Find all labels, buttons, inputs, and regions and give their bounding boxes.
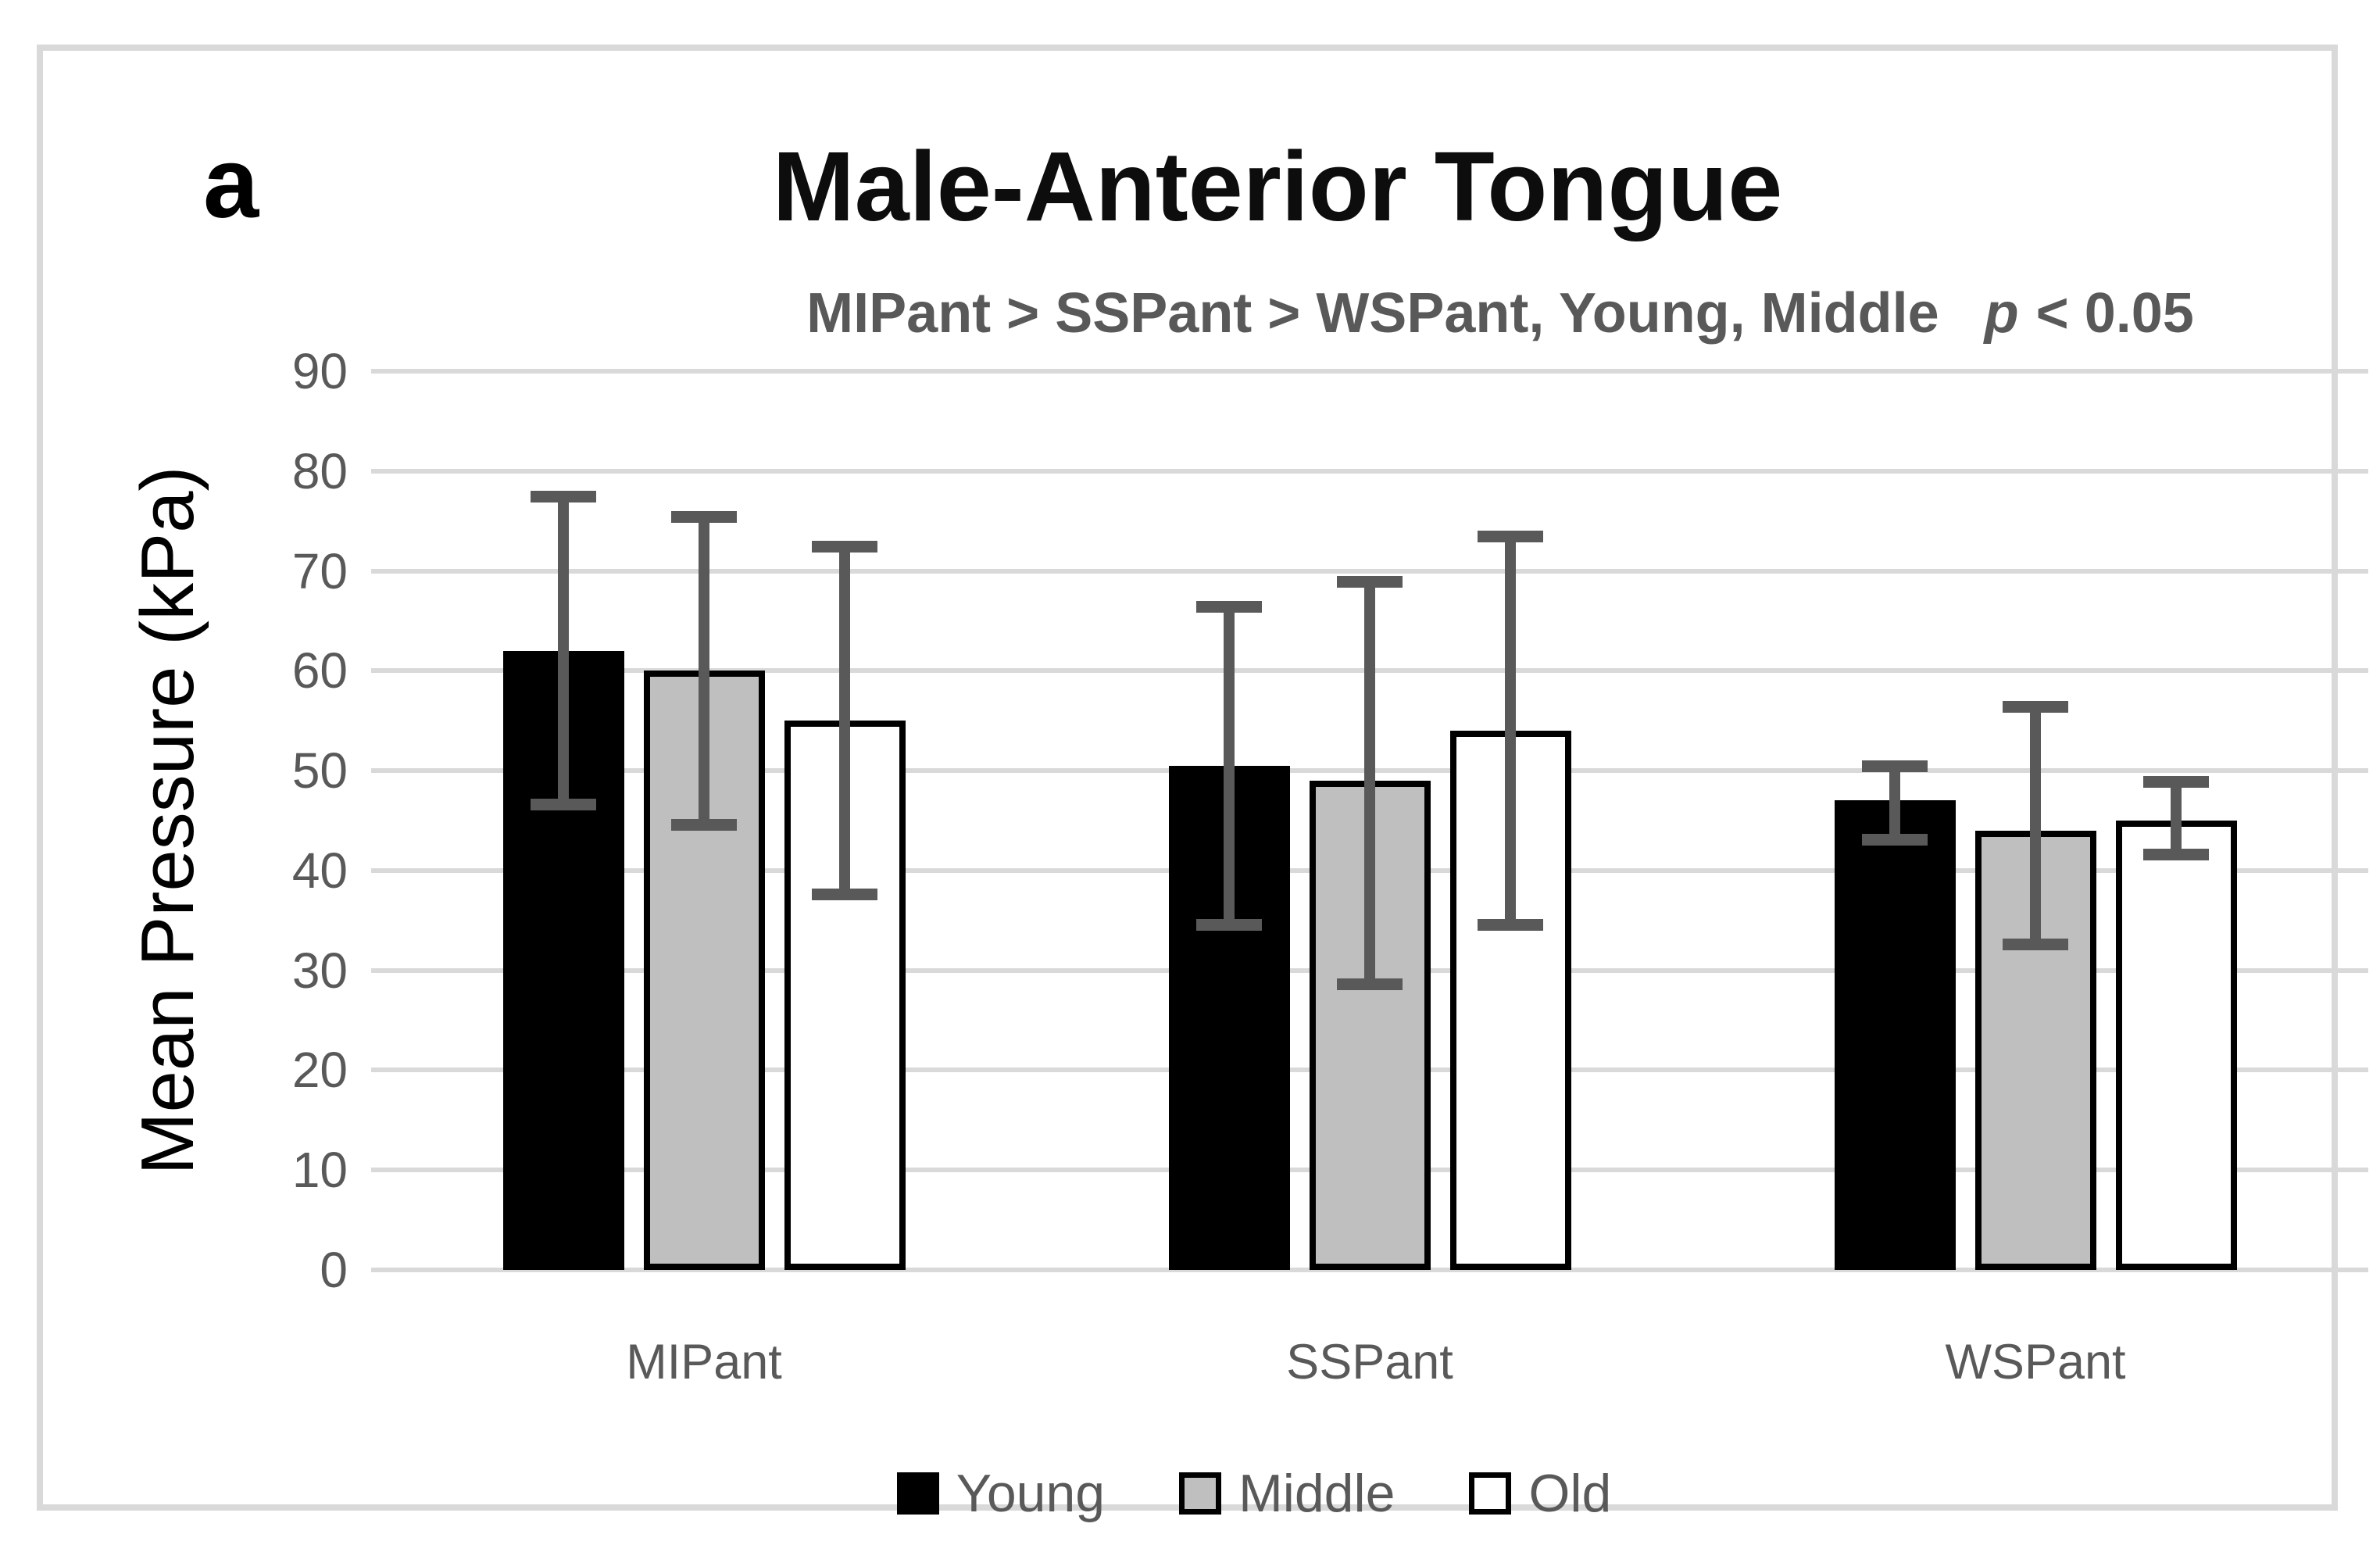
gridline-y-0: [371, 1268, 2368, 1272]
chart-subtitle: MIPant > SSPant > WSPant, Young, Middle …: [512, 281, 2380, 345]
y-tick-label-10: 10: [291, 1142, 348, 1199]
error-bar-cap-bottom-MIPant-Middle: [671, 818, 737, 831]
bar-WSPant-Old: [2115, 821, 2237, 1270]
error-bar-line-WSPant-Young: [1889, 760, 1900, 846]
legend-item-Young: Young: [896, 1464, 1106, 1523]
error-bar-line-SSPant-Young: [1224, 600, 1235, 931]
legend-swatch-Middle: [1179, 1472, 1222, 1515]
error-bar-cap-bottom-MIPant-Young: [531, 799, 596, 811]
y-tick-label-60: 60: [291, 642, 348, 699]
subtitle-comparison-text: MIPant > SSPant > WSPant, Young, Middle: [806, 282, 1939, 345]
error-bar-cap-bottom-SSPant-Old: [1478, 918, 1543, 931]
y-tick-label-40: 40: [291, 842, 348, 899]
error-bar-cap-bottom-WSPant-Young: [1862, 833, 1928, 846]
error-bar-cap-top-WSPant-Old: [2143, 775, 2209, 788]
error-bar-cap-top-WSPant-Middle: [2003, 700, 2068, 713]
error-bar-cap-bottom-SSPant-Young: [1196, 918, 1262, 931]
legend-label-Middle: Middle: [1238, 1464, 1395, 1523]
subtitle-p-value: < 0.05: [2035, 282, 2194, 345]
y-tick-label-50: 50: [291, 742, 348, 799]
y-tick-label-70: 70: [291, 542, 348, 599]
y-tick-label-20: 20: [291, 1042, 348, 1099]
legend-label-Old: Old: [1528, 1464, 1612, 1523]
error-bar-cap-bottom-WSPant-Middle: [2003, 939, 2068, 951]
error-bar-cap-top-SSPant-Middle: [1337, 575, 1403, 588]
x-axis-label-WSPant: WSPant: [1945, 1335, 2126, 1389]
error-bar-cap-top-WSPant-Young: [1862, 760, 1928, 773]
subtitle-p-symbol: p: [1984, 282, 2019, 345]
error-bar-cap-bottom-WSPant-Old: [2143, 849, 2209, 861]
figure-frame: a Male-Anterior Tongue MIPant > SSPant >…: [37, 45, 2368, 1520]
y-tick-label-90: 90: [291, 343, 348, 399]
error-bar-cap-bottom-MIPant-Old: [812, 889, 877, 901]
x-axis-labels: MIPant SSPant WSPant: [371, 1331, 2368, 1393]
error-bar-cap-top-MIPant-Young: [531, 491, 596, 503]
error-bar-line-MIPant-Young: [558, 491, 569, 811]
error-bar-cap-bottom-SSPant-Middle: [1337, 978, 1403, 991]
y-axis-ticks: 0 10 20 30 40 50 60 70 80 90: [184, 343, 348, 1298]
error-bar-line-MIPant-Old: [839, 541, 850, 901]
y-tick-label-30: 30: [291, 942, 348, 999]
bar-WSPant-Young: [1834, 800, 1956, 1270]
gridline-y-80: [371, 468, 2368, 474]
y-tick-label-0: 0: [320, 1242, 348, 1298]
gridline-y-90: [371, 369, 2368, 374]
error-bar-line-SSPant-Old: [1505, 531, 1516, 931]
error-bar-cap-top-SSPant-Old: [1478, 531, 1543, 543]
error-bar-cap-top-SSPant-Young: [1196, 600, 1262, 613]
legend-label-Young: Young: [956, 1464, 1106, 1523]
x-axis-label-MIPant: MIPant: [626, 1335, 782, 1389]
legend-item-Middle: Middle: [1179, 1467, 1395, 1520]
y-tick-label-80: 80: [291, 442, 348, 499]
x-axis-label-SSPant: SSPant: [1286, 1335, 1453, 1389]
panel-label: a: [203, 127, 259, 239]
error-bar-line-WSPant-Middle: [2030, 700, 2041, 951]
chart-title: Male-Anterior Tongue: [772, 131, 1783, 241]
gridline-y-70: [371, 568, 2368, 574]
error-bar-cap-top-MIPant-Old: [812, 541, 877, 553]
legend-item-Old: Old: [1469, 1467, 1611, 1520]
error-bar-line-SSPant-Middle: [1364, 575, 1375, 991]
legend-swatch-Young: [896, 1472, 939, 1515]
error-bar-line-MIPant-Middle: [699, 510, 709, 831]
error-bar-line-WSPant-Old: [2171, 775, 2182, 861]
legend-swatch-Old: [1469, 1472, 1512, 1515]
legend: Young Middle Old: [371, 1467, 2137, 1520]
plot-area: [371, 369, 2368, 1272]
error-bar-cap-top-MIPant-Middle: [671, 510, 737, 523]
